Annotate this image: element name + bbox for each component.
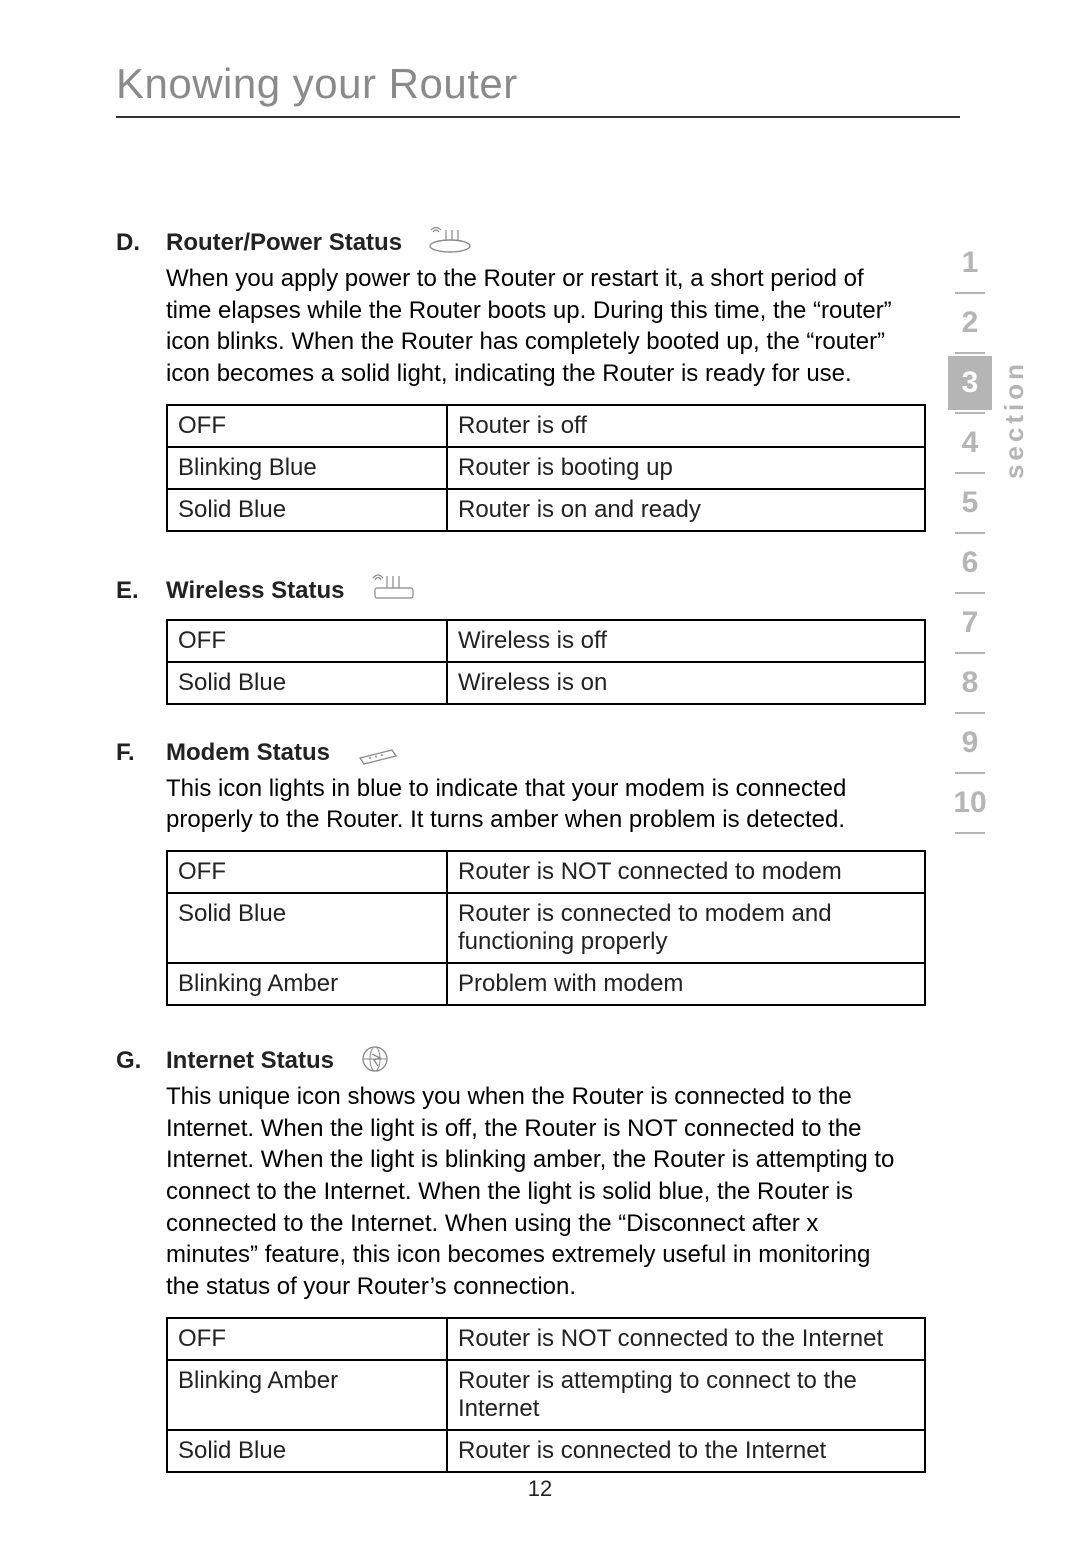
- item-title: Wireless Status: [166, 577, 345, 605]
- section-divider: [955, 472, 985, 474]
- status-meaning: Wireless is on: [447, 662, 925, 704]
- status-item: F. Modem Status This icon lights in blue t…: [116, 739, 910, 1006]
- table-row: Solid BlueWireless is on: [167, 662, 925, 704]
- section-link-4[interactable]: 4: [948, 416, 992, 470]
- status-meaning: Router is NOT connected to the Internet: [447, 1318, 925, 1360]
- item-letter: E.: [116, 577, 146, 605]
- table-row: OFFRouter is off: [167, 405, 925, 447]
- internet-icon: [360, 1044, 390, 1079]
- status-table: OFFRouter is offBlinking BlueRouter is b…: [166, 404, 926, 532]
- section-link-7[interactable]: 7: [948, 596, 992, 650]
- status-state: Solid Blue: [167, 489, 447, 531]
- item-heading: E. Wireless Status: [116, 566, 910, 605]
- status-item: D. Router/Power Status When you apply powe…: [116, 218, 910, 532]
- wireless-icon: [371, 570, 421, 604]
- section-nav: 1 2 3 4 5 6 7 8 9 10: [948, 236, 992, 836]
- status-state: OFF: [167, 620, 447, 662]
- section-link-10[interactable]: 10: [948, 776, 992, 830]
- table-row: OFFWireless is off: [167, 620, 925, 662]
- status-table: OFFRouter is NOT connected to modemSolid…: [166, 850, 926, 1006]
- section-link-5[interactable]: 5: [948, 476, 992, 530]
- status-meaning: Router is NOT connected to modem: [447, 851, 925, 893]
- status-state: Solid Blue: [167, 1430, 447, 1472]
- internet-icon: [360, 1044, 390, 1074]
- status-state: Solid Blue: [167, 662, 447, 704]
- status-meaning: Problem with modem: [447, 963, 925, 1005]
- status-meaning: Router is connected to modem and functio…: [447, 893, 925, 963]
- item-letter: G.: [116, 1047, 146, 1075]
- status-state: Blinking Blue: [167, 447, 447, 489]
- table-row: OFFRouter is NOT connected to the Intern…: [167, 1318, 925, 1360]
- modem-icon: [356, 744, 400, 766]
- table-row: Blinking AmberProblem with modem: [167, 963, 925, 1005]
- status-state: Solid Blue: [167, 893, 447, 963]
- table-row: Blinking BlueRouter is booting up: [167, 447, 925, 489]
- item-letter: D.: [116, 229, 146, 257]
- page-title: Knowing your Router: [116, 60, 1080, 108]
- status-item: G. Internet Status This unique icon shows …: [116, 1040, 910, 1473]
- status-item: E.Wireless StatusOFFWireless is offSolid…: [116, 566, 910, 705]
- section-divider: [955, 772, 985, 774]
- table-row: Solid BlueRouter is connected to the Int…: [167, 1430, 925, 1472]
- item-title: Internet Status: [166, 1047, 334, 1075]
- page-number: 12: [0, 1476, 1080, 1502]
- item-title: Router/Power Status: [166, 229, 402, 257]
- status-meaning: Wireless is off: [447, 620, 925, 662]
- section-divider: [955, 652, 985, 654]
- section-link-3[interactable]: 3: [948, 356, 992, 410]
- item-title: Modem Status: [166, 739, 330, 767]
- item-description: When you apply power to the Router or re…: [166, 263, 910, 390]
- section-divider: [955, 712, 985, 714]
- section-link-2[interactable]: 2: [948, 296, 992, 350]
- item-heading: G. Internet Status: [116, 1040, 910, 1075]
- wireless-icon: [371, 570, 421, 609]
- section-divider: [955, 412, 985, 414]
- status-state: OFF: [167, 851, 447, 893]
- section-link-8[interactable]: 8: [948, 656, 992, 710]
- section-label: section: [999, 360, 1030, 479]
- status-state: OFF: [167, 405, 447, 447]
- status-state: OFF: [167, 1318, 447, 1360]
- table-row: Blinking AmberRouter is attempting to co…: [167, 1360, 925, 1430]
- table-row: Solid BlueRouter is on and ready: [167, 489, 925, 531]
- status-meaning: Router is connected to the Internet: [447, 1430, 925, 1472]
- item-heading: F. Modem Status: [116, 739, 910, 767]
- title-rule: [116, 116, 960, 118]
- item-letter: F.: [116, 739, 146, 767]
- status-state: Blinking Amber: [167, 963, 447, 1005]
- table-row: OFFRouter is NOT connected to modem: [167, 851, 925, 893]
- item-heading: D. Router/Power Status: [116, 218, 910, 257]
- section-link-9[interactable]: 9: [948, 716, 992, 770]
- section-divider: [955, 352, 985, 354]
- modem-icon: [356, 744, 400, 771]
- item-description: This unique icon shows you when the Rout…: [166, 1081, 910, 1303]
- status-meaning: Router is off: [447, 405, 925, 447]
- status-table: OFFRouter is NOT connected to the Intern…: [166, 1317, 926, 1473]
- status-table: OFFWireless is offSolid BlueWireless is …: [166, 619, 926, 705]
- status-meaning: Router is attempting to connect to the I…: [447, 1360, 925, 1430]
- section-divider: [955, 532, 985, 534]
- section-divider: [955, 832, 985, 834]
- section-divider: [955, 592, 985, 594]
- router-icon: [428, 222, 478, 261]
- status-meaning: Router is booting up: [447, 447, 925, 489]
- status-meaning: Router is on and ready: [447, 489, 925, 531]
- section-link-1[interactable]: 1: [948, 236, 992, 290]
- item-description: This icon lights in blue to indicate tha…: [166, 773, 910, 836]
- router-icon: [428, 222, 478, 256]
- table-row: Solid BlueRouter is connected to modem a…: [167, 893, 925, 963]
- section-link-6[interactable]: 6: [948, 536, 992, 590]
- status-state: Blinking Amber: [167, 1360, 447, 1430]
- section-divider: [955, 292, 985, 294]
